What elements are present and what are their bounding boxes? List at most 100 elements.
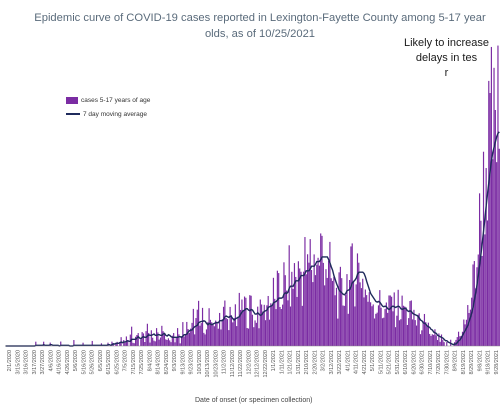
bar: [408, 318, 410, 346]
bar: [385, 302, 387, 346]
x-tick-label: 12/2/2020: [246, 350, 252, 374]
x-tick-label: 7/15/2020: [131, 350, 137, 374]
bar: [282, 304, 284, 346]
bar: [355, 284, 357, 346]
x-tick-label: 8/9/2021: [453, 350, 459, 371]
bar: [339, 266, 341, 346]
bar: [173, 333, 175, 346]
bar: [295, 276, 297, 346]
bar: [318, 265, 320, 346]
bar: [259, 299, 261, 346]
bar: [465, 319, 468, 346]
bar: [250, 295, 252, 346]
case-bars: [35, 45, 500, 347]
bar: [337, 318, 339, 346]
bar: [293, 263, 296, 346]
x-tick-label: 1/11/2021: [279, 350, 285, 374]
bar: [284, 275, 286, 346]
x-tick-label: 4/11/2021: [354, 350, 360, 374]
bar: [316, 264, 318, 346]
bar: [430, 335, 432, 346]
bar: [226, 319, 229, 346]
bar: [225, 317, 227, 346]
bar: [496, 162, 498, 346]
bar: [297, 261, 299, 346]
bar: [314, 275, 317, 346]
bar: [402, 305, 405, 346]
x-tick-label: 12/22/2020: [263, 350, 269, 378]
legend-item-cases: cases 5-17 years of age: [66, 93, 150, 107]
x-tick-label: 8/29/2021: [469, 350, 475, 374]
bar: [417, 314, 419, 346]
bar: [471, 297, 473, 346]
bar: [162, 331, 164, 346]
bar: [368, 292, 370, 346]
bar: [469, 309, 471, 346]
x-tick-label: 12/12/2020: [255, 350, 261, 378]
bar: [115, 343, 117, 346]
bar: [498, 148, 500, 346]
x-tick-label: 8/24/2020: [164, 350, 170, 374]
bar: [373, 318, 376, 346]
bar: [468, 312, 470, 346]
chart-title-line-1: Epidemic curve of COVID-19 cases reporte…: [34, 12, 486, 24]
x-tick-label: 9/13/2020: [180, 350, 186, 374]
bar: [262, 311, 264, 346]
bar: [240, 309, 242, 346]
bar: [247, 328, 250, 346]
bar: [349, 279, 351, 346]
bar: [213, 326, 215, 346]
bar: [335, 287, 338, 346]
x-tick-label: 6/5/2020: [98, 350, 104, 371]
bar: [124, 342, 126, 346]
bar: [254, 320, 256, 346]
bar: [354, 306, 356, 346]
bar: [415, 325, 418, 346]
x-tick-label: 3/2/2021: [321, 350, 327, 371]
bar: [228, 330, 230, 346]
bar: [488, 80, 490, 346]
annotation-line-2: delays in tes: [415, 52, 478, 64]
x-tick-label: 2/1/2020: [7, 350, 13, 371]
bar: [211, 322, 213, 346]
bar: [387, 312, 389, 346]
x-tick-label: 5/6/2020: [73, 350, 79, 371]
x-tick-label: 10/13/2020: [205, 350, 211, 378]
bar: [481, 255, 483, 346]
bar: [296, 296, 298, 346]
bar: [268, 319, 271, 346]
x-tick-label: 4/16/2020: [57, 350, 63, 374]
x-tick-label: 4/21/2021: [362, 350, 368, 374]
bar: [421, 330, 423, 346]
x-tick-label: 9/18/2021: [486, 350, 492, 374]
bar: [484, 234, 486, 346]
bar: [356, 253, 359, 346]
x-tick-label: 6/15/2020: [106, 350, 112, 374]
bar: [267, 295, 269, 346]
bar: [43, 341, 45, 346]
bar: [371, 306, 373, 346]
chart-legend: cases 5-17 years of age 7 day moving ave…: [66, 93, 150, 121]
bar: [329, 241, 331, 346]
bar: [431, 334, 433, 346]
bar: [153, 340, 155, 346]
bar: [207, 322, 209, 346]
x-axis-label: Date of onset (or specimen collection): [195, 397, 313, 404]
x-tick-label: 3/12/2021: [329, 350, 335, 374]
bar: [346, 274, 348, 346]
bar: [257, 306, 259, 346]
bar: [219, 312, 221, 346]
x-tick-label: 9/8/2021: [477, 350, 483, 371]
bar: [73, 340, 75, 346]
x-tick-label: 3/27/2020: [40, 350, 46, 374]
bar: [394, 327, 397, 346]
bar: [486, 220, 489, 346]
bar: [195, 318, 197, 346]
bar: [264, 320, 267, 346]
moving-average-line: [5, 131, 500, 347]
bar: [276, 270, 278, 346]
bar: [266, 305, 268, 346]
bar: [347, 313, 349, 346]
bar: [418, 313, 420, 346]
